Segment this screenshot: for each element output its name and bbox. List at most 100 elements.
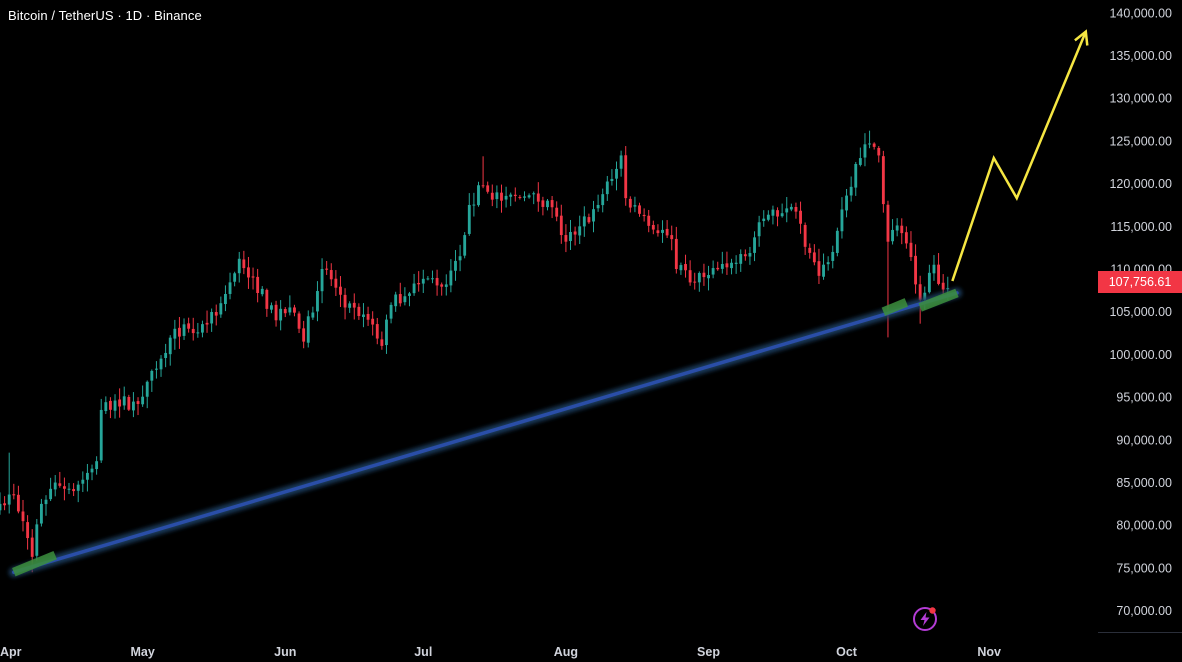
- candle-body: [279, 308, 283, 321]
- candle: [35, 518, 39, 561]
- candle-body: [739, 254, 743, 264]
- candle: [527, 193, 531, 199]
- candle: [329, 263, 333, 287]
- candle-body: [780, 213, 784, 217]
- candle-body: [394, 294, 398, 307]
- candle-body: [527, 195, 531, 198]
- candle: [53, 475, 57, 497]
- candle: [44, 495, 48, 516]
- candle: [155, 361, 158, 379]
- candle: [210, 308, 214, 332]
- candle: [26, 515, 30, 550]
- trendline-touch-highlight: [12, 550, 57, 577]
- candle: [127, 394, 131, 412]
- x-axis-tick-label: Oct: [836, 645, 858, 659]
- price-axis[interactable]: 140,000.00 135,000.00 130,000.00 125,000.00…: [1109, 6, 1172, 618]
- candle: [858, 147, 862, 167]
- candle: [789, 203, 793, 212]
- axis-separator: [1098, 632, 1182, 633]
- candle: [311, 306, 315, 320]
- y-axis-tick-label: 130,000.00: [1109, 92, 1172, 106]
- candle-body: [771, 209, 775, 216]
- candle-body: [881, 156, 885, 205]
- candle-body: [389, 304, 393, 319]
- projection-arrow-path: [951, 31, 1087, 282]
- candle-body: [615, 168, 618, 179]
- x-axis-tick-label: Jun: [274, 645, 296, 659]
- candle: [661, 220, 664, 243]
- trendline-touch-highlight: [881, 298, 909, 316]
- candle: [780, 203, 784, 218]
- candle-body: [569, 232, 572, 242]
- candle-body: [164, 352, 168, 358]
- candle: [352, 293, 356, 320]
- candle: [697, 271, 701, 292]
- candle: [108, 397, 112, 419]
- candle: [131, 392, 135, 418]
- candle: [582, 206, 586, 237]
- candle: [233, 271, 237, 287]
- candle: [909, 231, 913, 261]
- time-axis[interactable]: Apr May Jun Jul Aug Sep Oct Nov: [0, 645, 1001, 659]
- candle: [316, 281, 319, 322]
- candle: [734, 255, 738, 274]
- candle: [785, 196, 789, 223]
- candle-body: [923, 292, 927, 300]
- candle: [743, 249, 747, 261]
- candle-body: [766, 214, 770, 220]
- candle: [113, 394, 117, 419]
- candle: [412, 273, 416, 296]
- candle: [256, 268, 260, 303]
- candle-body: [518, 196, 522, 198]
- candle: [85, 463, 89, 492]
- y-axis-tick-label: 125,000.00: [1109, 134, 1172, 148]
- candle-body: [247, 267, 250, 278]
- candle-body: [605, 181, 609, 195]
- candle: [325, 260, 329, 275]
- candle: [440, 282, 444, 296]
- candle-body: [39, 503, 43, 524]
- candle: [182, 318, 186, 340]
- candle-body: [817, 261, 821, 276]
- candle: [375, 317, 379, 345]
- candle-body: [716, 267, 720, 270]
- candle: [647, 209, 651, 233]
- candle-body: [159, 358, 163, 370]
- candle-body: [697, 273, 701, 283]
- candle-body: [118, 399, 122, 407]
- candle-body: [909, 242, 913, 258]
- candle-body: [481, 185, 485, 187]
- candle: [651, 220, 655, 235]
- candle: [389, 302, 393, 324]
- candle-body: [311, 312, 315, 318]
- candle: [707, 265, 710, 291]
- candle-body: [665, 228, 669, 236]
- candle-body: [251, 276, 255, 278]
- candle: [766, 210, 770, 222]
- candle: [872, 142, 876, 150]
- candle: [467, 193, 471, 236]
- candle-body: [431, 278, 434, 280]
- candle: [12, 483, 16, 500]
- candle: [136, 397, 140, 416]
- candle-body: [454, 260, 457, 271]
- candle-body: [155, 368, 158, 370]
- candle-body: [348, 303, 352, 308]
- candle: [619, 150, 623, 177]
- candle: [302, 320, 306, 349]
- candle-body: [610, 178, 614, 181]
- candle-body: [670, 235, 674, 240]
- y-axis-tick-label: 90,000.00: [1116, 433, 1172, 447]
- current-price-tag: 107,756.61: [1098, 271, 1182, 293]
- candle-body: [578, 226, 582, 236]
- candle-body: [58, 483, 62, 486]
- lightning-bolt-button[interactable]: [912, 606, 938, 632]
- candle-body: [674, 238, 678, 270]
- candle: [674, 226, 678, 274]
- candle: [845, 188, 848, 218]
- candle: [895, 218, 899, 237]
- candle: [191, 317, 195, 341]
- candle: [247, 256, 250, 289]
